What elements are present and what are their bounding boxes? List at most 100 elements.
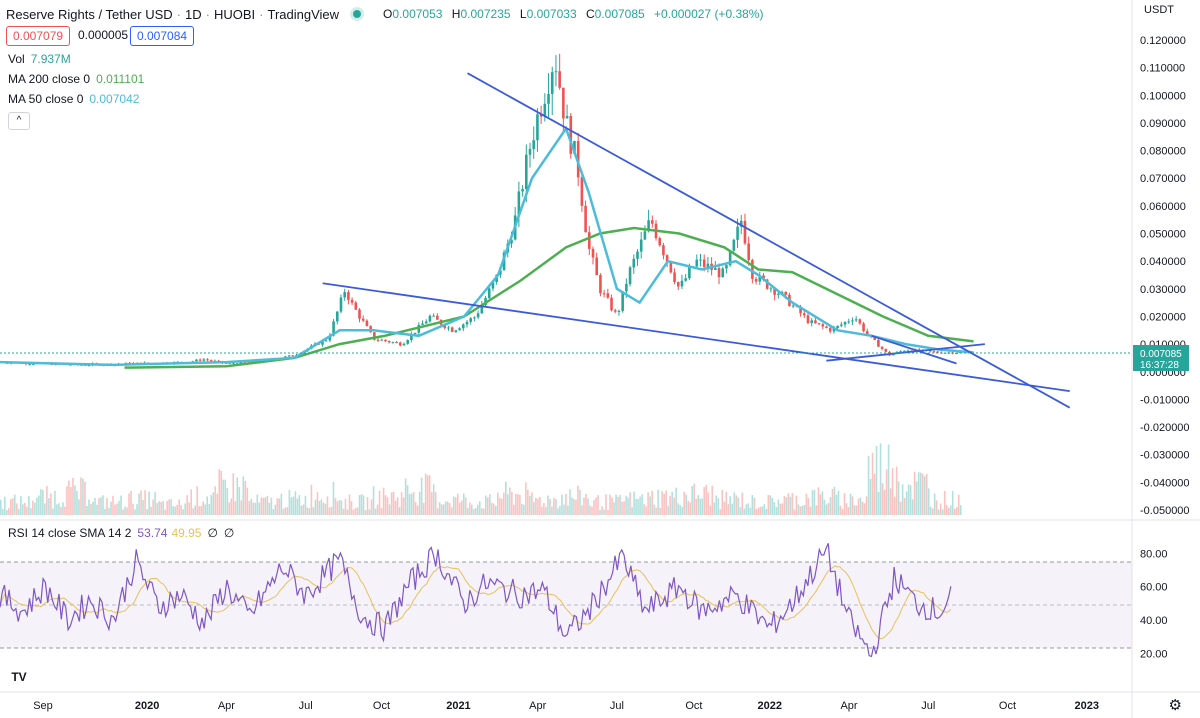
volume-bar — [779, 503, 782, 515]
volume-bar — [104, 508, 106, 515]
time-tick-label: 2023 — [1074, 700, 1098, 712]
gear-icon[interactable]: ⚙ — [1168, 697, 1182, 714]
candle-body — [758, 275, 762, 282]
volume-bar — [581, 505, 583, 515]
collapse-legend-button[interactable]: ^ — [8, 112, 30, 130]
candle-body — [536, 114, 539, 141]
volume-bar — [132, 503, 134, 515]
volume-bar — [250, 498, 253, 515]
trendline-wedge-bottom — [826, 343, 985, 362]
candle-body — [765, 279, 769, 289]
interval-label[interactable]: 1D — [185, 6, 202, 22]
volume-bar — [58, 503, 60, 515]
source-label: TradingView — [267, 6, 340, 22]
trendline-wedge-top — [871, 334, 957, 365]
volume-bar — [18, 508, 20, 515]
candle-body — [591, 248, 595, 258]
volume-bar — [787, 493, 790, 515]
volume-bar — [603, 509, 605, 515]
candle-body — [565, 116, 569, 119]
ask-price[interactable]: 0.007084 — [130, 26, 195, 46]
volume-bar — [460, 500, 463, 515]
volume-bar — [448, 503, 451, 515]
volume-bar — [164, 509, 166, 515]
rsi-legend[interactable]: RSI 14 close SMA 14 2 53.74 49.95 ∅ ∅ — [8, 526, 234, 540]
candle-body — [391, 342, 395, 344]
volume-legend[interactable]: Vol 7.937M — [8, 52, 71, 66]
rsi-extra-2: ∅ — [223, 526, 235, 540]
volume-bar — [811, 490, 814, 515]
volume-bar — [210, 495, 213, 515]
candle-body — [847, 321, 851, 323]
volume-bar — [372, 486, 375, 515]
low-value: 0.007033 — [526, 7, 577, 21]
ma200-legend[interactable]: MA 200 close 0 0.011101 — [8, 72, 144, 86]
candle-body — [398, 342, 402, 346]
volume-bar — [937, 509, 940, 515]
volume-bar — [130, 490, 132, 515]
volume-bar — [470, 504, 473, 515]
candle-body — [714, 268, 717, 270]
tradingview-logo-icon[interactable]: TV — [11, 670, 27, 684]
volume-bar — [497, 492, 499, 515]
spread-value: 0.000005 — [78, 28, 129, 42]
volume-bar — [254, 502, 257, 515]
price-tick-label: -0.010000 — [1140, 394, 1190, 406]
volume-bar — [6, 510, 8, 515]
price-tick-label: -0.050000 — [1140, 505, 1190, 517]
candle-body — [447, 327, 450, 329]
volume-bar — [142, 500, 144, 515]
close-label: C — [585, 7, 595, 21]
candle-body — [899, 351, 902, 353]
candle-body — [625, 283, 628, 292]
bid-price[interactable]: 0.007079 — [6, 26, 71, 46]
volume-bar — [747, 503, 750, 515]
volume-bar — [559, 505, 561, 515]
time-tick-label: Oct — [999, 700, 1016, 712]
ma50-legend[interactable]: MA 50 close 0 0.007042 — [8, 92, 139, 106]
volume-bar — [394, 500, 397, 515]
candle-body — [851, 320, 854, 322]
volume-bar — [833, 486, 836, 515]
volume-bar — [30, 508, 32, 515]
volume-bar — [294, 491, 297, 515]
volume-bar — [669, 495, 671, 515]
volume-bar — [801, 505, 804, 515]
time-axis[interactable]: Sep 2020 Apr Jul Oct 2021 Apr Jul Oct 2022 Apr Jul O… — [33, 700, 1099, 712]
candle-body — [539, 114, 543, 117]
volume-bar — [290, 497, 293, 515]
volume-bar — [138, 493, 140, 515]
volume-bar — [647, 492, 649, 515]
volume-bar — [442, 504, 445, 515]
volume-bar — [715, 495, 718, 515]
volume-bar — [374, 508, 377, 515]
volume-bar — [310, 484, 313, 515]
currency-selector[interactable]: USDT — [1144, 4, 1174, 16]
volume-bar — [505, 481, 507, 515]
rsi-tick-label: 60.00 — [1140, 582, 1168, 594]
volume-bar — [785, 497, 788, 515]
price-axis[interactable]: 0.120000 0.110000 0.100000 0.090000 0.080000… — [1140, 35, 1190, 517]
volume-bar — [761, 506, 764, 515]
candle-body — [791, 305, 795, 307]
volume-bar — [278, 498, 281, 515]
volume-bar — [274, 504, 277, 515]
candle-body — [287, 355, 291, 357]
volume-bar — [428, 475, 431, 515]
candle-body — [643, 231, 647, 240]
high-value: 0.007235 — [460, 7, 511, 21]
volume-bar — [883, 489, 886, 515]
volume-bar — [162, 501, 164, 515]
symbol-title[interactable]: Reserve Rights / Tether USD — [6, 6, 173, 22]
candle-body — [224, 362, 228, 364]
volume-bar — [851, 496, 854, 515]
candle-body — [606, 293, 610, 298]
volume-bar — [366, 497, 369, 515]
volume-bar — [775, 507, 778, 515]
candle-body — [550, 72, 554, 94]
volume-bar — [649, 496, 651, 515]
candle-body — [936, 351, 939, 353]
volume-bar — [392, 491, 395, 515]
volume-bar — [631, 507, 633, 515]
